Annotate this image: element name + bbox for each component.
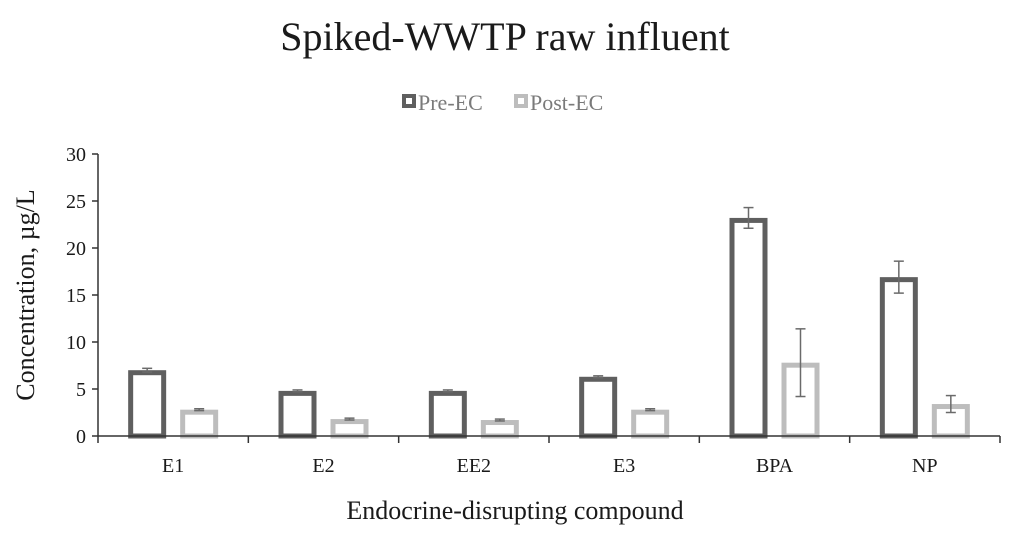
legend-label: Pre-EC: [418, 90, 483, 115]
x-tick-label: E1: [162, 455, 184, 477]
bars: [128, 217, 970, 439]
error-bar: [292, 389, 303, 393]
error-bar: [194, 407, 205, 412]
bar-post-ec-ee2: [480, 420, 519, 439]
y-tick-label: 20: [66, 238, 86, 260]
y-tick-label: 0: [76, 426, 86, 448]
legend-label: Post-EC: [530, 90, 603, 115]
bar-post-ec-e2: [330, 419, 369, 439]
y-tick-label: 15: [66, 285, 86, 307]
chart-title: Spiked-WWTP raw influent: [280, 14, 730, 59]
x-axis-label: Endocrine-disrupting compound: [346, 496, 683, 525]
bar-pre-ec-e3: [579, 376, 618, 439]
y-axis-label: Concentration, µg/L: [11, 189, 40, 400]
error-bar: [442, 389, 453, 393]
y-axis-ticks: 0 5 10 15 20 25 30: [66, 144, 98, 448]
bar-pre-ec-ee2: [428, 390, 467, 439]
error-bar: [743, 206, 754, 230]
bar-post-ec-e1: [180, 409, 219, 439]
error-bars: [142, 206, 956, 422]
error-bar: [795, 328, 806, 398]
bar-pre-ec-e2: [278, 390, 317, 439]
error-bar: [645, 407, 656, 412]
y-tick-label: 30: [66, 144, 86, 166]
legend-item: Pre-EC: [402, 90, 483, 115]
bar-pre-ec-np: [879, 277, 918, 439]
bar-pre-ec-e1: [128, 370, 167, 439]
x-tick-label: E2: [312, 455, 334, 477]
legend: Pre-EC Post-EC: [402, 90, 603, 115]
y-tick-label: 10: [66, 332, 86, 354]
x-tick-label: NP: [912, 455, 938, 477]
x-axis-ticks: E1 E2 EE2 E3 BPA NP: [97, 436, 1001, 477]
legend-swatch: [402, 94, 416, 108]
x-tick-label: E3: [613, 455, 635, 477]
y-tick-label: 25: [66, 191, 86, 213]
bar-post-ec-e3: [631, 409, 670, 439]
error-bar: [893, 260, 904, 294]
error-bar: [344, 417, 355, 421]
x-tick-label: EE2: [457, 455, 491, 477]
legend-swatch: [514, 94, 528, 108]
y-tick-label: 5: [76, 379, 86, 401]
error-bar: [142, 367, 153, 373]
bar-pre-ec-bpa: [729, 217, 768, 439]
error-bar: [593, 375, 604, 379]
error-bar: [494, 418, 505, 422]
legend-item: Post-EC: [514, 90, 603, 115]
error-bar: [945, 394, 956, 414]
x-tick-label: BPA: [756, 455, 794, 477]
